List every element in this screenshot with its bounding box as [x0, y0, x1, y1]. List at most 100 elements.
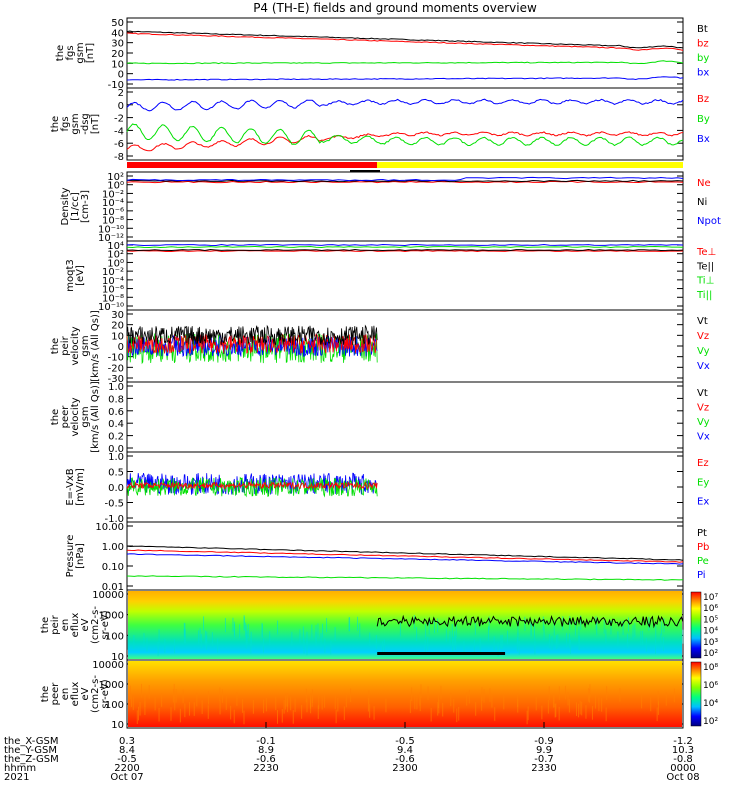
legend-peer_velocity: Vx	[697, 432, 710, 443]
ytick-label-peir_eflux: 1000	[99, 611, 124, 622]
colorbar-tick-peir_eflux: 10⁷	[703, 593, 718, 603]
legend-fgs_gsm: Bt	[697, 24, 708, 35]
series-by	[126, 60, 684, 65]
legend-temperature: Ti||	[696, 290, 712, 301]
xaxis-row-label: 2021	[4, 772, 29, 783]
legend-density: Ne	[697, 178, 711, 189]
ytick-label-temperature: 10⁴	[107, 241, 124, 252]
series-temp-2	[126, 249, 684, 253]
ytick-label-fgs_gsm: 40	[111, 28, 124, 39]
colorbar-tick-peer_eflux: 10⁴	[703, 699, 718, 709]
ylabel-line: [nT]	[90, 114, 101, 134]
series-Bx	[126, 98, 684, 112]
ytick-label-peer_velocity: 1.0	[108, 382, 124, 393]
ylabel-line: Pressure	[65, 535, 76, 578]
xaxis-row-label: the_Z-GSM	[4, 754, 59, 765]
ytick-label-peir_velocity: 20	[111, 321, 124, 332]
ylabel-line: (cm2-s-	[90, 675, 101, 713]
ylabel-line: [cm-3]	[80, 190, 91, 223]
heatmap-peir_eflux	[128, 591, 682, 659]
ytick-label-density: 10⁻⁶	[102, 207, 124, 218]
legend-density: Ni	[697, 197, 707, 208]
ylabel-line: the	[40, 617, 51, 633]
ylabel-peir_eflux: the peir en eflux eV (cm2-s-sr-eV)	[40, 606, 111, 644]
ytick-label-pressure: 1.00	[102, 542, 124, 553]
ylabel-line: peer	[50, 682, 61, 706]
panel-frame-peer_velocity	[126, 381, 684, 453]
series-efield-2	[126, 481, 378, 490]
ytick-label-density: 10⁻⁴	[102, 198, 124, 209]
ytick-label-peer_eflux: 10	[111, 720, 124, 731]
ytick-label-temperature: 10⁻¹⁰	[98, 302, 124, 313]
series-bz	[126, 32, 684, 51]
xtick-label: 0000	[670, 763, 695, 774]
xtick-label: Oct 08	[666, 772, 699, 783]
ylabel-peer_velocity: the peer velocity gsm [km/s (All Qs)]	[50, 381, 101, 453]
series-efield-0	[126, 472, 378, 496]
ylabel-density: Density [1/cc] [cm-3]	[60, 187, 91, 225]
xaxis-row-label: hhmm	[4, 763, 36, 774]
ytick-label-density: 10⁻¹²	[98, 233, 124, 244]
xtick-label: -1.2	[673, 736, 693, 747]
ytick-label-fgs_gsm: 0	[118, 70, 124, 81]
ytick-label-peir_velocity: -10	[108, 353, 124, 364]
ytick-label-peer_eflux: 10000	[92, 660, 124, 671]
xtick-label: Oct 07	[110, 772, 143, 783]
xtick-label: -0.6	[395, 754, 415, 765]
legend-peir_velocity: Vt	[697, 316, 708, 327]
heatmap-low-trace	[377, 652, 506, 655]
ytick-label-fgs_dsl: 0	[118, 101, 124, 112]
ylabel-line: [1/cc]	[70, 192, 81, 221]
legend-efield: Ey	[697, 477, 709, 488]
ylabel-line: gsm	[80, 406, 91, 427]
legend-fgs_dsl: Bz	[697, 94, 709, 105]
ytick-label-fgs_dsl: -2	[114, 114, 124, 125]
ytick-label-fgs_gsm: -10	[108, 80, 124, 91]
colorbar-tick-peir_eflux: 10⁶	[703, 604, 718, 614]
ytick-label-pressure: 0.01	[102, 582, 124, 593]
legend-pressure: Pb	[697, 542, 709, 553]
ylabel-pressure: Pressure [nPa]	[65, 535, 86, 578]
ytick-label-temperature: 10⁻²	[102, 267, 124, 278]
xtick-label: 2300	[392, 763, 417, 774]
legend-peir_velocity: Vy	[697, 346, 710, 357]
xtick-label: 8.9	[258, 745, 274, 756]
ylabel-temperature: moqt3 [eV]	[65, 259, 86, 292]
ylabel-line: [nT]	[85, 43, 96, 63]
legend-peer_velocity: Vz	[697, 403, 709, 414]
ylabel-line: [km/s (All Qs)]	[90, 310, 101, 382]
xtick-label: -0.5	[117, 754, 137, 765]
legend-fgs_dsl: Bx	[697, 134, 710, 145]
series-Npot	[126, 176, 684, 182]
ylabel-line: -dsg	[80, 113, 91, 135]
ytick-label-efield: -1.0	[104, 514, 124, 525]
ylabel-line: gsm	[70, 113, 81, 134]
ylabel-line: the	[55, 45, 66, 61]
colorbar-tick-peer_eflux: 10⁶	[703, 681, 718, 691]
legend-temperature: Te⊥	[696, 247, 716, 258]
ytick-label-peir_velocity: 30	[111, 310, 124, 321]
xtick-label: 2230	[253, 763, 278, 774]
colorbar-tick-peir_eflux: 10²	[703, 649, 718, 659]
panel-frame-fgs_gsm	[126, 17, 684, 89]
ytick-label-peer_eflux: 100	[105, 700, 124, 711]
legend-pressure: Pt	[697, 528, 707, 539]
ylabel-line: [km/s (All Qs)]	[90, 381, 101, 453]
ytick-label-peer_eflux: 1000	[99, 680, 124, 691]
ytick-label-fgs_dsl: 2	[118, 88, 124, 99]
page-title: P4 (TH-E) fields and ground moments over…	[253, 1, 537, 15]
ylabel-line: Density	[60, 187, 71, 225]
ytick-label-efield: 0.5	[108, 468, 124, 479]
ylabel-peir_velocity: the peir velocity gsm [km/s (All Qs)]	[50, 310, 101, 382]
xtick-label: 9.9	[536, 745, 552, 756]
series-By	[126, 123, 684, 147]
ylabel-line: E=-VxB	[65, 468, 76, 505]
series-peir_velocity-3	[126, 324, 378, 346]
ytick-label-temperature: 10²	[107, 250, 124, 261]
ytick-label-peer_velocity: 0.2	[108, 432, 124, 443]
heatmap-peak-trace	[376, 614, 684, 629]
series-temp-1	[126, 245, 684, 249]
ylabel-efield: E=-VxB [mV/m]	[65, 468, 86, 506]
colorbar-peir_eflux	[690, 591, 702, 659]
ylabel-line: gsm	[80, 335, 91, 356]
